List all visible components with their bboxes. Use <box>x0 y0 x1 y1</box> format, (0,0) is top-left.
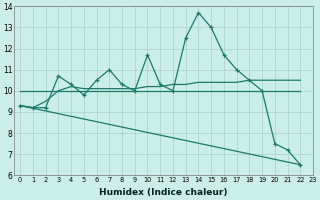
X-axis label: Humidex (Indice chaleur): Humidex (Indice chaleur) <box>99 188 228 197</box>
